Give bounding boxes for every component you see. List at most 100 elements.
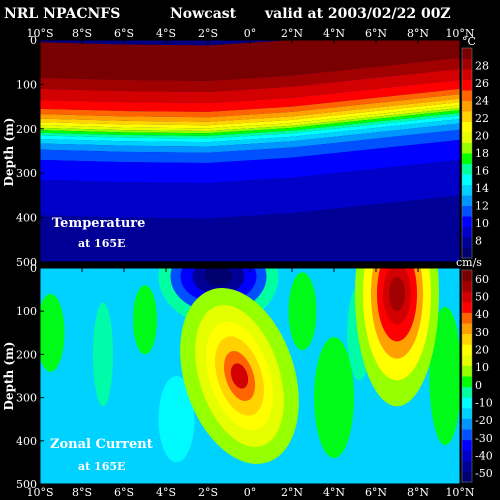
- zonal-current-colorbar-tick: 10: [475, 361, 489, 374]
- zonal-current-colorbar-swatch: [462, 429, 472, 441]
- temperature-band: [40, 102, 460, 129]
- temperature-colorbar-swatch: [462, 58, 472, 70]
- countercurrent-contour: [389, 276, 405, 312]
- temperature-colorbar-swatch: [462, 79, 472, 91]
- temperature-colorbar-swatch: [462, 226, 472, 238]
- zonal-current-colorbar-swatch: [462, 301, 472, 313]
- zonal-current-colorbar-swatch: [462, 376, 472, 388]
- temperature-colorbar-tick: 14: [475, 182, 489, 195]
- temperature-band: [40, 57, 460, 92]
- undercurrent-contour: [230, 363, 249, 389]
- zonal-current-colorbar-swatch: [462, 323, 472, 335]
- temperature-band: [40, 123, 460, 153]
- temperature-colorbar-swatch: [462, 90, 472, 101]
- zonal-current-colorbar-swatch: [462, 312, 472, 324]
- zonal-current-x-tick-label: 8°N: [407, 486, 429, 499]
- zonal-current-colorbar-tick: 60: [475, 273, 489, 286]
- zonal-current-colorbar-tick: 50: [475, 291, 489, 304]
- zonal-current-sublabel: at 165E: [78, 460, 125, 473]
- zonal-current-colorbar-swatch: [462, 333, 472, 345]
- temperature-x-tick-label: 6°S: [114, 27, 134, 40]
- zonal-current-streak: [158, 376, 195, 463]
- temperature-colorbar-tick: 18: [475, 147, 489, 160]
- zonal-current-y-tick-label: 0: [30, 262, 37, 275]
- temperature-y-tick-label: 0: [30, 34, 37, 47]
- temperature-y-tick-label: 300: [16, 167, 37, 180]
- header-run-type: Nowcast: [170, 6, 237, 22]
- zonal-current-colorbar-tick: 0: [475, 379, 482, 392]
- temperature-y-tick-label: 500: [16, 256, 37, 269]
- temperature-x-tick-label: 8°N: [407, 27, 429, 40]
- zonal-current-colorbar-tick: 30: [475, 326, 489, 339]
- temperature-colorbar-swatch: [462, 132, 472, 143]
- zonal-current-colorbar-swatch: [462, 407, 472, 419]
- zonal-current-x-ticks: 10°S 8°S 6°S 4°S 2°S 0° 2°N 4°N 6°N 8°N 10°N: [26, 267, 475, 499]
- temperature-band: [40, 68, 460, 104]
- temperature-colorbar-swatch: [462, 195, 472, 206]
- temperature-x-tick-label: 4°S: [156, 27, 176, 40]
- temperature-y-axis-label: Depth (m): [2, 118, 16, 187]
- zonal-current-colorbar-swatch: [462, 460, 472, 472]
- zonal-current-x-tick-label: 6°S: [114, 486, 134, 499]
- temperature-colorbar-swatch: [462, 247, 472, 259]
- zonal-current-streak: [133, 285, 157, 355]
- temperature-y-tick-label: 400: [16, 212, 37, 225]
- temperature-colorbar-swatch: [462, 205, 472, 217]
- zonal-current-colorbar: 60 50 40 30 20 10 0 -10 -20 -30 -40 -50: [461, 269, 493, 483]
- temperature-colorbar-swatch: [462, 111, 472, 122]
- temperature-band: [40, 94, 460, 122]
- temperature-x-tick-label: 2°S: [198, 27, 218, 40]
- temperature-field: [40, 40, 460, 262]
- temperature-colorbar-swatch: [462, 237, 472, 248]
- zonal-current-streak: [429, 306, 460, 446]
- zonal-current-x-tick-label: 4°N: [323, 486, 345, 499]
- zonal-current-x-tick-label: 4°S: [156, 486, 176, 499]
- zonal-current-streak: [288, 272, 317, 351]
- temperature-band: [40, 105, 460, 132]
- temperature-panel: Temperature at 165E 10°S 8°S 6°S 4°S 2°S 0° 2°…: [2, 27, 489, 269]
- zonal-current-colorbar-tick: -30: [475, 432, 493, 445]
- temperature-colorbar-swatch: [462, 121, 472, 133]
- zonal-current-streak: [93, 302, 113, 407]
- zonal-current-streak: [314, 337, 354, 459]
- temperature-units: °C: [462, 35, 476, 48]
- zonal-current-x-tick-label: 0°: [244, 486, 257, 499]
- temperature-band: [40, 98, 460, 126]
- zonal-current-y-tick-label: 400: [16, 435, 37, 448]
- zonal-current-x-tick-label: 10°S: [26, 486, 53, 499]
- zonal-current-panel: Zonal Current at 165E 10°S 8°S 6°S 4°S 2°S 0°…: [2, 256, 493, 499]
- temperature-x-tick-label: 6°N: [365, 27, 387, 40]
- temperature-band: [40, 129, 460, 163]
- temperature-band: [40, 119, 460, 147]
- temperature-band: [40, 115, 460, 143]
- temperature-colorbar: 8 10 12 14 16 18 20 22 24 26 28: [461, 47, 489, 259]
- header-valid: valid at 2003/02/22 00Z: [264, 6, 451, 22]
- zonal-current-colorbar-tick: 40: [475, 308, 489, 321]
- zonal-current-colorbar-tick: -20: [475, 414, 493, 427]
- temperature-band: [40, 40, 460, 81]
- temperature-band: [40, 79, 460, 112]
- temperature-x-ticks: 10°S 8°S 6°S 4°S 2°S 0° 2°N 4°N 6°N 8°N 10°N: [26, 27, 475, 263]
- temperature-colorbar-swatch: [462, 174, 472, 185]
- zonal-current-colorbar-tick: -50: [475, 467, 493, 480]
- zonal-current-colorbar-swatch: [462, 365, 472, 377]
- zonal-current-colorbar-swatch: [462, 439, 472, 451]
- zonal-current-label: Zonal Current: [50, 437, 153, 452]
- zonal-current-x-tick-label: 10°N: [445, 486, 474, 499]
- temperature-colorbar-tick: 20: [475, 130, 489, 143]
- zonal-current-colorbar-tick: -40: [475, 450, 493, 463]
- zonal-current-frame: [39, 267, 461, 485]
- zonal-current-colorbar-swatch: [462, 471, 472, 483]
- temperature-band: [40, 159, 460, 219]
- temperature-sublabel: at 165E: [78, 237, 125, 250]
- zonal-current-colorbar-swatch: [462, 280, 472, 292]
- zonal-current-colorbar-tick: -10: [475, 397, 493, 410]
- zonal-current-x-tick-label: 8°S: [72, 486, 92, 499]
- temperature-colorbar-tick: 8: [475, 235, 482, 248]
- zonal-current-colorbar-tick: 20: [475, 344, 489, 357]
- temperature-colorbar-tick: 10: [475, 217, 489, 230]
- temperature-x-tick-label: 2°N: [281, 27, 303, 40]
- zonal-current-y-tick-label: 300: [16, 392, 37, 405]
- zonal-current-colorbar-swatch: [462, 344, 472, 356]
